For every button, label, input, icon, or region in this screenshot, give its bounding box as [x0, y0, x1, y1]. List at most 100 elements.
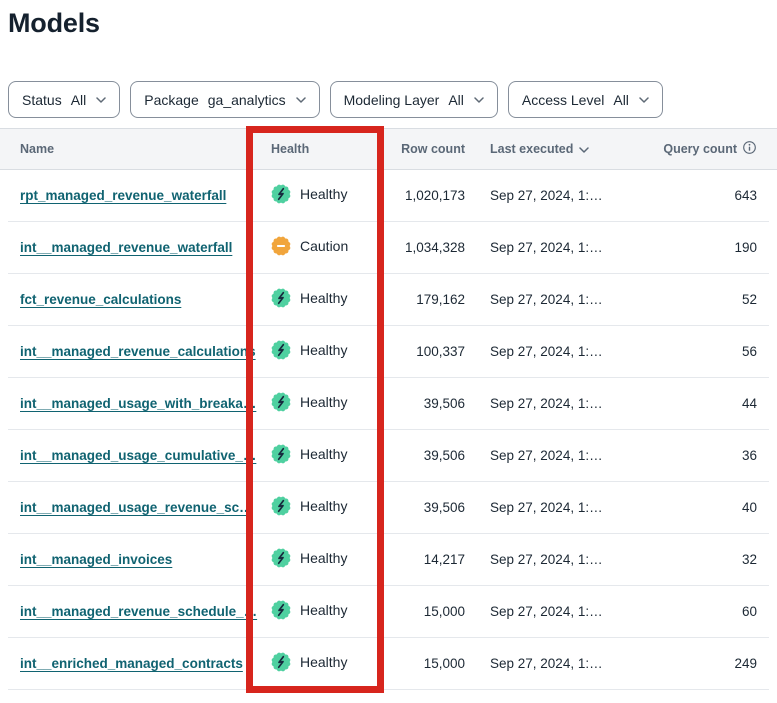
filter-status[interactable]: Status All: [8, 81, 121, 118]
health-label: Healthy: [300, 394, 348, 410]
query-count-cell: 249: [734, 656, 757, 671]
last-executed-cell: Sep 27, 2024, 1:…: [490, 448, 603, 463]
table-row: int__managed_usage_cumulative_… Healthy …: [8, 430, 769, 482]
model-name-link[interactable]: int__managed_usage_cumulative_…: [20, 448, 257, 463]
query-count-cell: 60: [741, 604, 757, 619]
health-status-icon: [271, 288, 291, 308]
last-executed-cell: Sep 27, 2024, 1:…: [490, 604, 603, 619]
column-header-label: Last executed: [490, 142, 574, 156]
model-name-link[interactable]: int__managed_revenue_waterfall: [20, 240, 233, 255]
chevron-down-icon: [96, 96, 107, 103]
health-badge: Healthy: [271, 392, 347, 412]
pulse-bolt-icon: [277, 655, 285, 669]
filter-modeling-layer[interactable]: Modeling Layer All: [329, 81, 498, 118]
row-count-cell: 1,034,328: [404, 240, 465, 255]
model-name-link[interactable]: int__enriched_managed_contracts: [20, 656, 243, 671]
health-label: Caution: [300, 238, 349, 254]
column-header-last-executed[interactable]: Last executed: [465, 142, 605, 156]
health-status-icon: [271, 496, 291, 516]
model-name-link[interactable]: int__managed_revenue_schedule_…: [20, 604, 258, 619]
minus-icon: [276, 245, 286, 247]
row-count-cell: 15,000: [423, 656, 465, 671]
name-cell: int__managed_invoices: [20, 552, 247, 567]
health-cell: Healthy: [247, 184, 390, 207]
pulse-bolt-icon: [277, 447, 285, 461]
name-cell: int__managed_usage_revenue_sc…: [20, 500, 253, 515]
health-cell: Healthy: [247, 392, 390, 415]
last-executed-cell: Sep 27, 2024, 1:…: [490, 396, 603, 411]
model-name-link[interactable]: int__managed_usage_with_breaka…: [20, 396, 257, 411]
health-cell: Caution: [247, 236, 390, 259]
model-name-link[interactable]: int__managed_usage_revenue_sc…: [20, 500, 253, 515]
filter-label: Package: [144, 91, 199, 108]
info-icon[interactable]: [742, 140, 757, 158]
query-count-cell: 36: [741, 448, 757, 463]
pulse-bolt-icon: [277, 187, 285, 201]
row-count-cell: 100,337: [416, 344, 465, 359]
last-executed-cell: Sep 27, 2024, 1:…: [490, 188, 603, 203]
health-badge: Healthy: [271, 444, 347, 464]
health-cell: Healthy: [247, 496, 390, 519]
pulse-bolt-icon: [277, 551, 285, 565]
query-count-cell: 40: [741, 500, 757, 515]
chevron-down-icon: [474, 96, 484, 103]
name-cell: fct_revenue_calculations: [20, 292, 247, 307]
health-label: Healthy: [300, 446, 348, 462]
query-count-cell: 190: [734, 240, 757, 255]
last-executed-cell: Sep 27, 2024, 1:…: [490, 656, 603, 671]
health-badge: Healthy: [271, 548, 347, 568]
health-label: Healthy: [300, 550, 348, 566]
health-status-icon: [271, 548, 291, 568]
table-row: int__enriched_managed_contracts Healthy …: [8, 638, 769, 690]
health-status-icon: [271, 444, 291, 464]
row-count-cell: 39,506: [423, 500, 465, 515]
column-header-health: Health: [271, 142, 310, 156]
model-name-link[interactable]: rpt_managed_revenue_waterfall: [20, 188, 227, 203]
filter-value: All: [613, 91, 629, 108]
health-label: Healthy: [300, 186, 348, 202]
filter-value: ga_analytics: [207, 91, 286, 108]
health-cell: Healthy: [247, 340, 390, 363]
filter-label: Modeling Layer: [343, 91, 440, 108]
filter-package[interactable]: Package ga_analytics: [130, 81, 320, 118]
query-count-cell: 32: [741, 552, 757, 567]
row-count-cell: 39,506: [423, 448, 465, 463]
pulse-bolt-icon: [277, 343, 285, 357]
health-label: Healthy: [300, 602, 348, 618]
filter-label: Access Level: [521, 91, 605, 108]
pulse-bolt-icon: [277, 499, 285, 513]
query-count-cell: 44: [741, 396, 757, 411]
chevron-down-icon: [639, 96, 649, 103]
health-badge: Healthy: [271, 288, 347, 308]
row-count-cell: 1,020,173: [404, 188, 465, 203]
model-name-link[interactable]: fct_revenue_calculations: [20, 292, 182, 307]
table-row: int__managed_revenue_schedule_… Healthy …: [8, 586, 769, 638]
health-label: Healthy: [300, 342, 348, 358]
health-cell: Healthy: [247, 548, 390, 571]
health-label: Healthy: [300, 290, 348, 306]
health-cell: Healthy: [247, 444, 390, 467]
sort-chevron-down-icon: [579, 142, 590, 156]
row-count-cell: 179,162: [416, 292, 465, 307]
column-header-label: Query count: [663, 142, 737, 156]
last-executed-cell: Sep 27, 2024, 1:…: [490, 500, 603, 515]
health-label: Healthy: [300, 498, 348, 514]
health-badge: Healthy: [271, 600, 347, 620]
model-name-link[interactable]: int__managed_revenue_calculations: [20, 344, 256, 359]
query-count-cell: 56: [741, 344, 757, 359]
table-header-row: Name Health Row count Last executed Quer…: [0, 128, 777, 170]
health-status-icon: [271, 236, 291, 256]
column-header-name: Name: [20, 142, 55, 156]
filter-bar: Status All Package ga_analytics Modeling…: [8, 81, 663, 118]
health-status-icon: [271, 340, 291, 360]
last-executed-cell: Sep 27, 2024, 1:…: [490, 552, 603, 567]
models-table: Name Health Row count Last executed Quer…: [0, 128, 777, 690]
row-count-cell: 14,217: [423, 552, 465, 567]
health-status-icon: [271, 392, 291, 412]
row-count-cell: 39,506: [423, 396, 465, 411]
model-name-link[interactable]: int__managed_invoices: [20, 552, 173, 567]
table-row: int__managed_revenue_calculations Health…: [8, 326, 769, 378]
health-badge: Caution: [271, 236, 348, 256]
filter-access-level[interactable]: Access Level All: [507, 81, 663, 118]
last-executed-cell: Sep 27, 2024, 1:…: [490, 292, 603, 307]
